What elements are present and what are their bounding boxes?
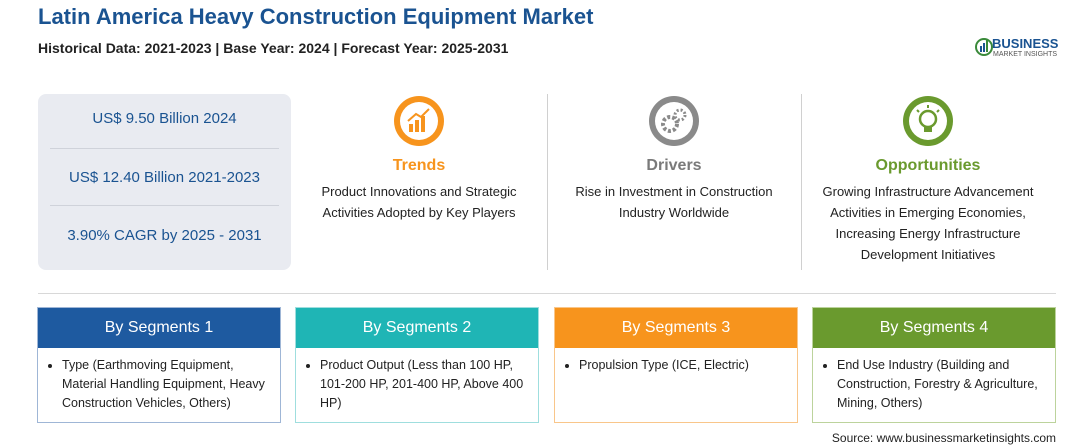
segment: By Segments 3 Propulsion Type (ICE, Elec… (554, 307, 798, 423)
opportunities-icon (903, 96, 953, 146)
segment: By Segments 1 Type (Earthmoving Equipmen… (37, 307, 281, 423)
divider (547, 94, 548, 270)
segment-title: By Segments 4 (813, 308, 1055, 348)
segment: By Segments 2 Product Output (Less than … (295, 307, 539, 423)
segment: By Segments 4 End Use Industry (Building… (812, 307, 1056, 423)
factor-title: Trends (392, 157, 446, 174)
logo-name: BUSINESS (992, 36, 1059, 51)
subtitle: Historical Data: 2021-2023 | Base Year: … (38, 40, 509, 56)
segment-title: By Segments 2 (296, 308, 538, 348)
factor-title: Drivers (646, 157, 702, 174)
logo-tagline: MARKET INSIGHTS (993, 51, 1058, 58)
factor-text: Product Innovations and Strategic Activi… (321, 184, 517, 220)
factor-text: Rise in Investment in Construction Indus… (575, 184, 773, 220)
stat: US$ 12.40 Billion 2021-2023 (69, 169, 260, 186)
segment-text: End Use Industry (Building and Construct… (837, 356, 1047, 413)
factor-title: Opportunities (875, 157, 981, 174)
separator (50, 148, 279, 149)
logo-icon (975, 38, 993, 56)
segment-title: By Segments 1 (38, 308, 280, 348)
segment-text: Propulsion Type (ICE, Electric) (579, 356, 789, 375)
segment-title: By Segments 3 (555, 308, 797, 348)
separator (50, 205, 279, 206)
factor: Drivers Rise in Investment in Constructi… (554, 94, 794, 223)
segment-text: Product Output (Less than 100 HP, 101-20… (320, 356, 530, 413)
stat: 3.90% CAGR by 2025 - 2031 (67, 227, 262, 244)
factor: Opportunities Growing Infrastructure Adv… (808, 94, 1048, 265)
divider (801, 94, 802, 270)
factor-text: Growing Infrastructure Advancement Activ… (822, 184, 1034, 262)
stats-box: US$ 9.50 Billion 2024 US$ 12.40 Billion … (38, 94, 291, 270)
factor: Trends Product Innovations and Strategic… (299, 94, 539, 223)
trends-icon (394, 96, 444, 146)
stat: US$ 9.50 Billion 2024 (92, 110, 237, 127)
segment-text: Type (Earthmoving Equipment, Material Ha… (62, 356, 272, 413)
title: Latin America Heavy Construction Equipme… (38, 4, 594, 29)
drivers-icon (649, 96, 699, 146)
separator (38, 293, 1056, 294)
source: Source: www.businessmarketinsights.com (831, 431, 1056, 445)
